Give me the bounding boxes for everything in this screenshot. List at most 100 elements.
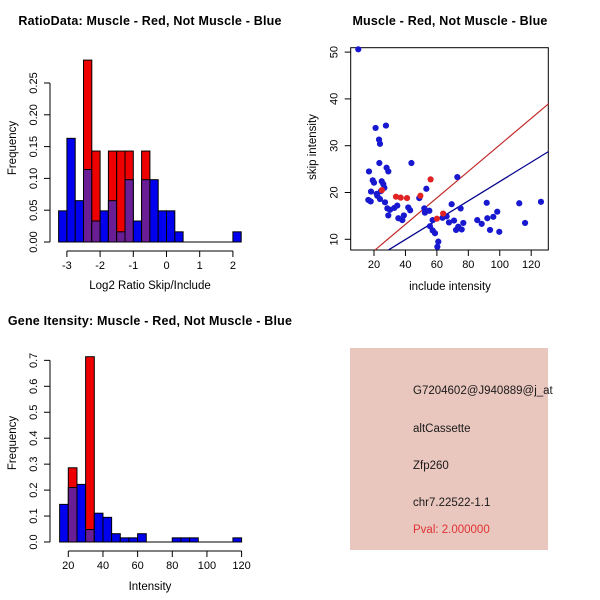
histogram-bar [232,537,243,543]
histogram-bar [180,537,191,543]
y-tick-label: 20 [329,186,341,198]
data-point-not-muscle [521,219,529,227]
not-muscle-fit-line [387,151,549,251]
data-point-not-muscle [496,228,503,235]
histogram-bar-overlap [107,200,118,243]
histogram-bar [137,533,147,543]
data-point-muscle [427,176,434,183]
scatter-x-axis-label: include intensity [409,281,491,293]
histogram-bar [111,533,121,543]
y-tick-label: 0.1 [28,508,40,523]
histogram-bar [232,231,242,243]
y-tick-label: 0.15 [28,136,40,157]
x-tick-label: 20 [62,560,74,572]
data-point-not-muscle [494,208,501,215]
x-tick-label: -3 [62,260,72,272]
histogram-bar [189,537,199,543]
panel-gene-intensity-histogram: Gene Itensity: Muscle - Red, Not Muscle … [0,300,300,600]
data-point-not-muscle [445,219,453,226]
data-point-not-muscle [367,198,374,205]
ratio-x-axis-label: Log2 Ratio Skip/Include [89,280,211,292]
x-tick-label: 100 [491,259,509,271]
data-point-not-muscle [460,219,467,227]
data-point-not-muscle [376,140,384,147]
data-point-not-muscle [367,188,375,195]
event-type-text: altCassette [413,423,471,435]
pval-text: Pval: 2.000000 [413,524,490,536]
x-tick-label: 100 [198,560,216,572]
histogram-bar [149,179,159,243]
ratio-histogram-plot: 0.00 0.05 0.10 0.15 0.20 0.25 -3 -2 -1 0 1 2 [28,59,242,272]
data-point-muscle [403,195,411,202]
x-tick-label: 60 [431,259,443,271]
data-point-not-muscle [382,122,390,129]
data-point-muscle [392,193,400,200]
data-point-muscle [440,210,447,217]
y-tick-label: 50 [329,46,341,58]
data-point-not-muscle [431,230,439,237]
histogram-bar [66,137,76,243]
data-point-muscle [397,194,404,201]
y-tick-label: 0.6 [28,379,40,394]
y-tick-label: 10 [329,233,341,245]
data-point-not-muscle [458,226,465,233]
x-tick-label: 80 [462,259,474,271]
data-point-not-muscle [376,195,384,203]
histogram-bar-overlap [91,220,101,243]
gene-intensity-histogram-plot: 0.0 0.1 0.2 0.3 0.4 0.5 0.6 0.7 20 40 60 80 100 120 [28,353,251,572]
data-point-not-muscle [399,217,406,224]
y-tick-label: 30 [329,140,341,152]
histogram-bar [93,512,104,543]
data-point-not-muscle [457,205,464,212]
histogram-bar [102,516,113,543]
histogram-bar [166,210,176,243]
histogram-bar [119,537,130,543]
y-tick-label: 0.25 [28,72,40,93]
histogram-bar-overlap [116,231,126,243]
histogram-bar [128,537,139,543]
x-tick-label: 20 [368,259,380,271]
histogram-bar [99,210,109,243]
data-point-muscle [378,187,385,194]
ratio-histogram-title: RatioData: Muscle - Red, Not Muscle - Bl… [18,14,282,28]
data-point-not-muscle [448,201,455,208]
x-tick-label: 120 [232,560,250,572]
y-tick-label: 0.0 [28,534,40,549]
intensity-scatterplot: 20 40 60 80 100 120 10 20 30 40 50 [329,46,550,271]
histogram-bar [58,210,68,243]
x-tick-label: 80 [166,560,178,572]
x-tick-label: 40 [97,560,109,572]
x-tick-label: 60 [131,560,143,572]
x-tick-label: 1 [197,260,203,272]
data-point-not-muscle [385,212,392,219]
histogram-bar [85,356,95,543]
data-point-not-muscle [516,200,523,207]
data-point-not-muscle [435,238,442,245]
gene-y-axis-label: Frequency [7,415,19,471]
data-point-not-muscle [490,213,497,220]
x-tick-label: 40 [399,259,411,271]
y-tick-label: 0.4 [28,431,40,446]
data-point-not-muscle [474,217,481,224]
data-point-not-muscle [394,202,401,209]
histogram-bar [174,231,184,243]
y-tick-label: 0.3 [28,457,40,472]
data-point-not-muscle [381,199,389,206]
histogram-bar [116,150,126,243]
data-point-not-muscle [376,159,383,167]
y-tick-label: 0.10 [28,168,40,189]
x-tick-label: 120 [522,259,540,271]
histogram-bar [132,220,143,243]
data-point-not-muscle [423,185,430,192]
histogram-bar [171,537,182,543]
histogram-bar [76,483,87,543]
data-point-not-muscle [454,173,461,181]
y-tick-label: 0.20 [28,104,40,125]
data-point-not-muscle [484,215,491,222]
data-point-not-muscle [478,220,485,227]
data-point-not-muscle [370,179,378,186]
muscle-fit-line [374,103,550,251]
gene-histogram-title: Gene Itensity: Muscle - Red, Not Muscle … [7,314,293,328]
scatter-title: Muscle - Red, Not Muscle - Blue [352,14,548,28]
